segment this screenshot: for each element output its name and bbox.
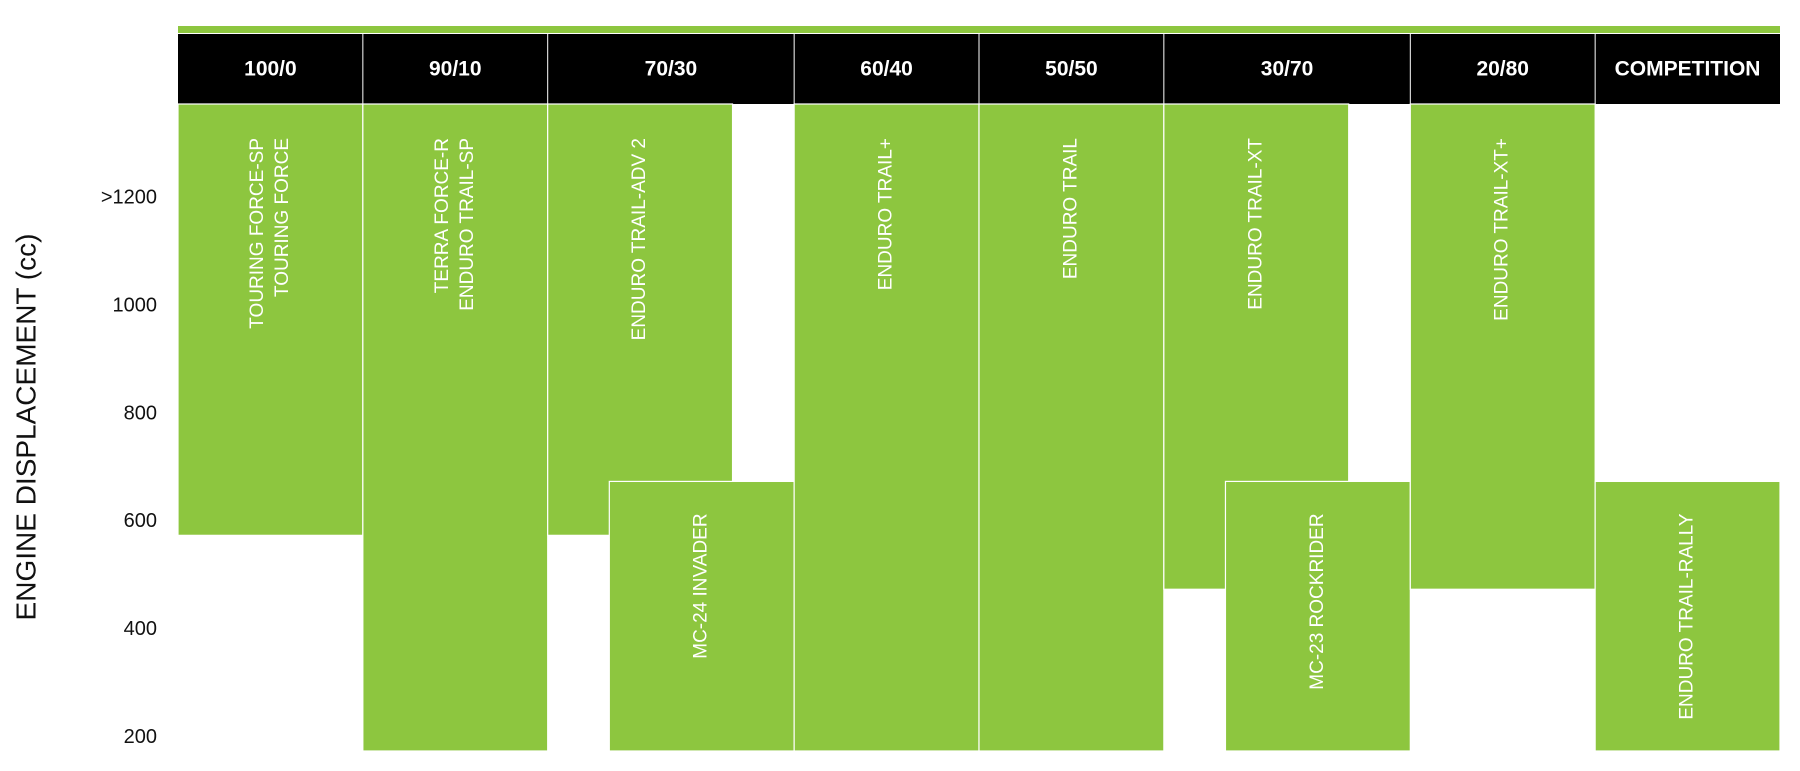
product-label: MC-23 ROCKRIDER [1307,513,1328,689]
y-axis-label: ENGINE DISPLACEMENT (cc) [10,234,41,621]
range-box [1224,480,1411,752]
column-header: 90/10 [429,58,482,81]
column-header: 20/80 [1476,58,1529,81]
y-tick-label: >1200 [101,187,157,209]
range-box [978,103,1165,752]
product-label: ENDURO TRAIL-XT+ [1492,138,1513,321]
y-tick-label: 600 [124,510,157,532]
column-header: 70/30 [645,58,698,81]
range-box [608,480,795,752]
column-header: 60/40 [860,58,913,81]
product-label: ENDURO TRAIL-SP [457,138,478,311]
product-label: TERRA FORCE-R [432,138,453,293]
column-header: COMPETITION [1615,58,1761,81]
top-bar [178,26,1780,33]
range-box [177,103,364,536]
y-tick-label: 1000 [113,294,158,316]
product-label: TOURING FORCE [272,138,293,297]
product-label: TOURING FORCE-SP [247,138,268,329]
range-box [1409,103,1596,590]
product-label: ENDURO TRAIL [1060,138,1081,279]
column-header: 100/0 [244,58,297,81]
product-label: ENDURO TRAIL-ADV 2 [629,138,650,340]
product-label: ENDURO TRAIL+ [876,138,897,290]
range-box [362,103,549,752]
product-label: MC-24 INVADER [691,513,712,658]
product-label: ENDURO TRAIL-RALLY [1677,513,1698,720]
range-box [793,103,980,752]
column-header: 30/70 [1261,58,1314,81]
range-box [547,103,734,536]
y-tick-label: 400 [124,618,157,640]
range-box [1594,480,1781,752]
column-header: 50/50 [1045,58,1098,81]
product-label: ENDURO TRAIL-XT [1245,138,1266,310]
y-tick-label: 800 [124,402,157,424]
y-tick-label: 200 [124,726,157,748]
